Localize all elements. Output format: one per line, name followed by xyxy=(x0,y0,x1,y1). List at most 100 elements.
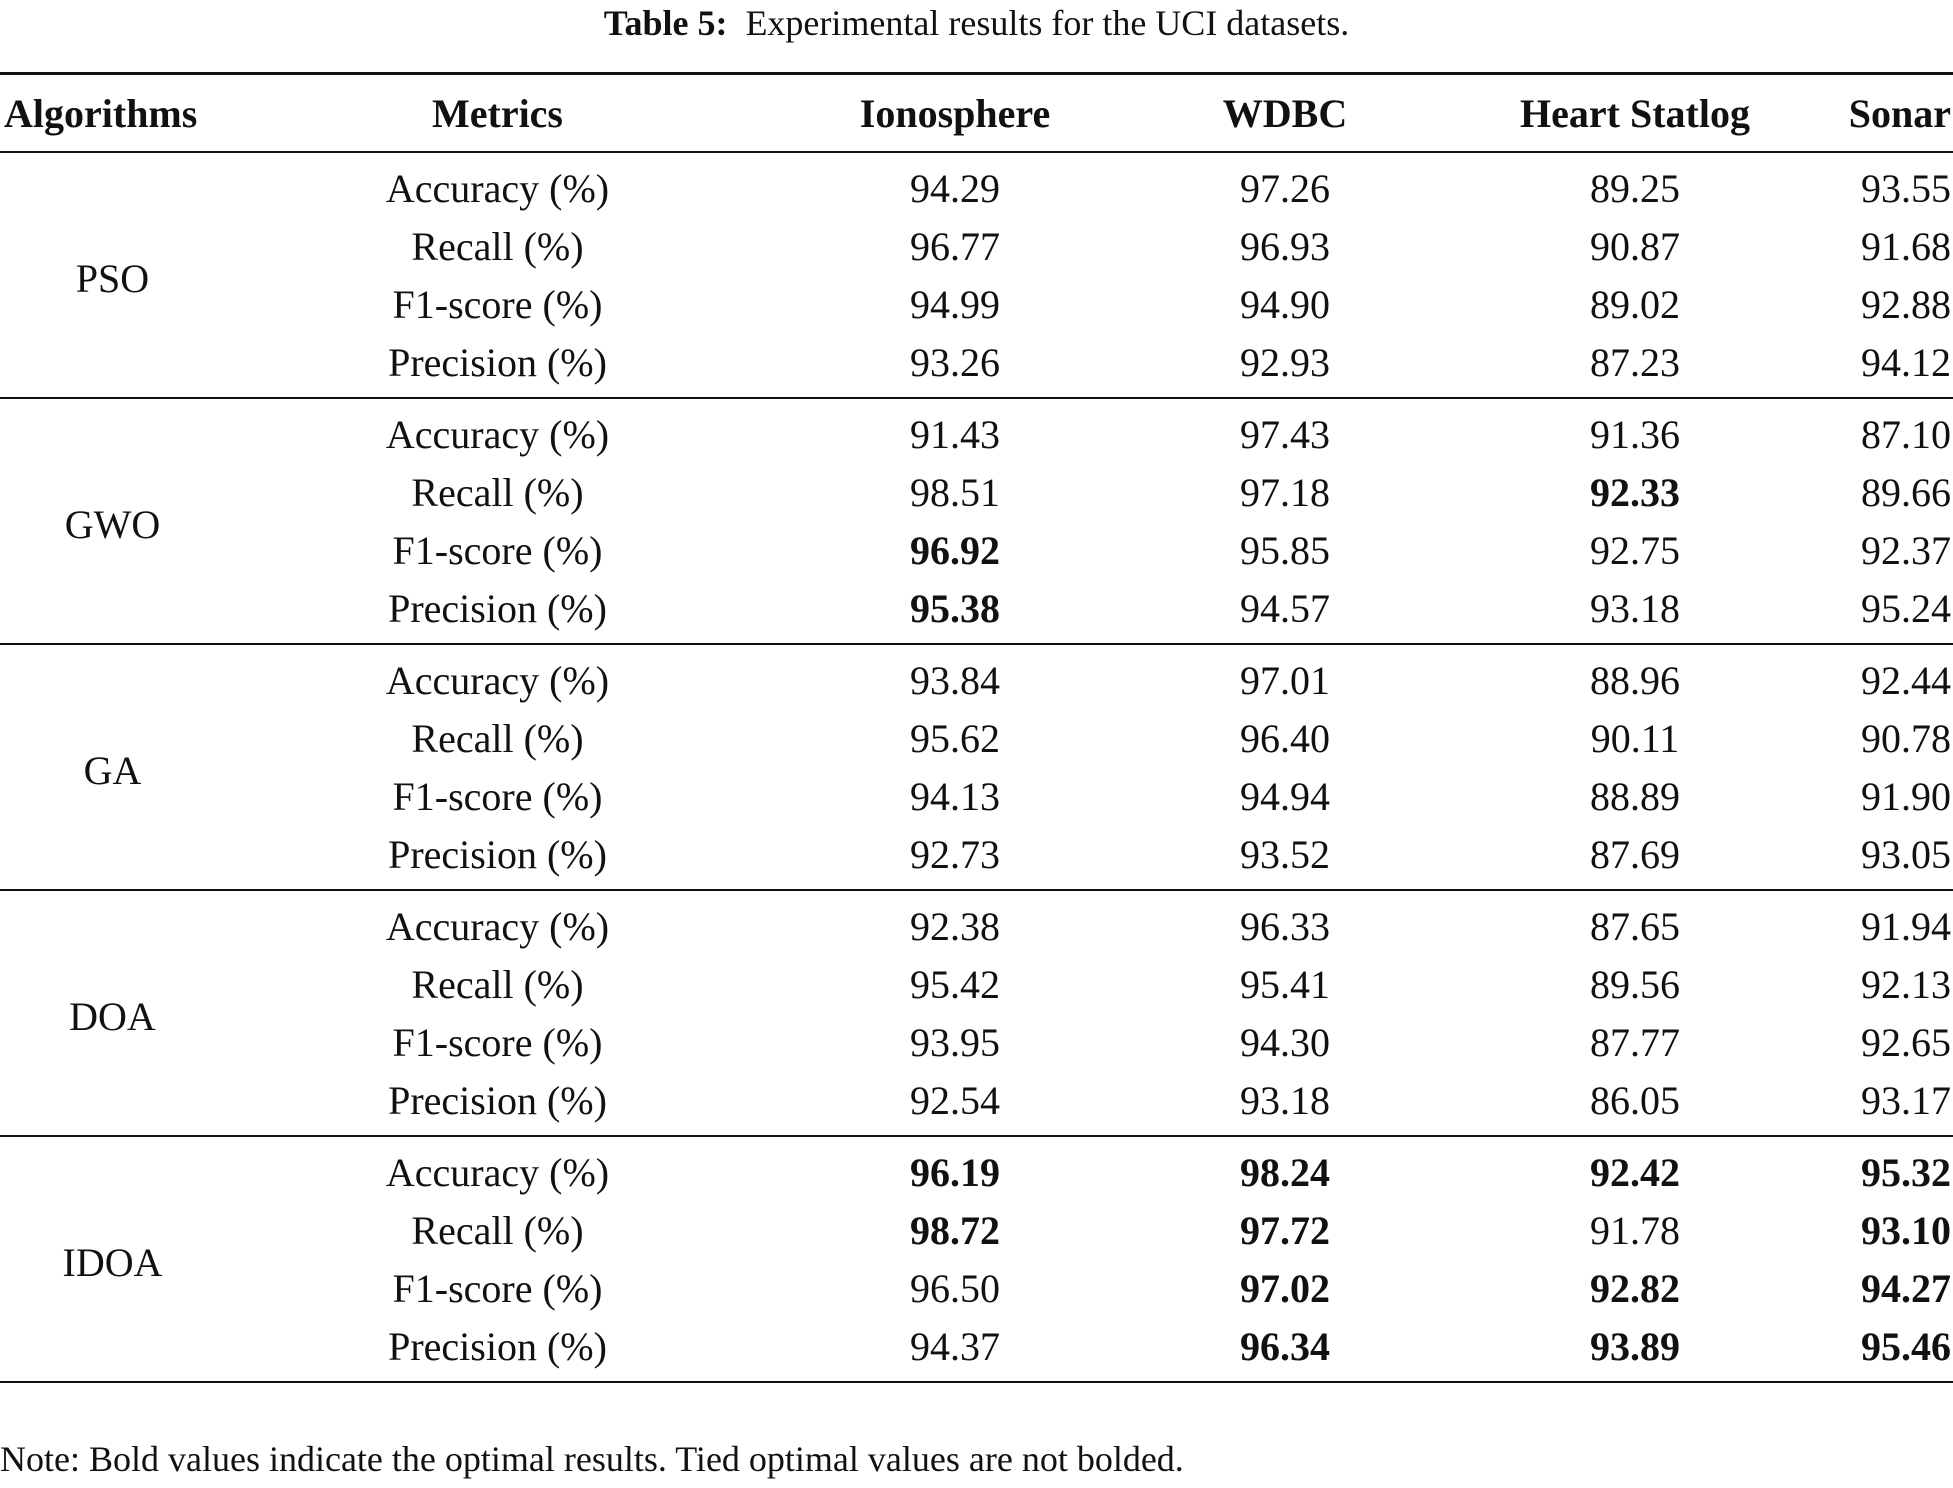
value-sonar: 92.37 xyxy=(1861,527,1951,573)
value-ionosphere: 98.51 xyxy=(910,469,1000,515)
value-sonar: 91.68 xyxy=(1861,223,1951,269)
value-sonar: 93.05 xyxy=(1861,831,1951,877)
value-ionosphere: 93.26 xyxy=(910,339,1000,385)
value-ionosphere: 96.92 xyxy=(910,527,1000,573)
metric-label: Recall (%) xyxy=(411,1207,584,1253)
header-wdbc: WDBC xyxy=(1140,72,1430,153)
table-row: PSO Accuracy (%) 94.29 97.26 89.25 93.55 xyxy=(0,152,1953,301)
metric-label: Accuracy (%) xyxy=(385,1149,610,1195)
value-ionosphere: 96.50 xyxy=(910,1265,1000,1311)
header-sonar: Sonar xyxy=(1840,72,1953,153)
value-heart-statlog: 88.96 xyxy=(1590,657,1680,703)
metric-label: Accuracy (%) xyxy=(385,657,610,703)
value-wdbc: 96.34 xyxy=(1240,1323,1330,1369)
value-heart-statlog: 93.89 xyxy=(1590,1323,1680,1369)
table-row: DOA Accuracy (%) 92.38 96.33 87.65 91.94 xyxy=(0,890,1953,1039)
value-wdbc: 97.26 xyxy=(1240,165,1330,211)
header-ionosphere: Ionosphere xyxy=(770,72,1140,153)
value-heart-statlog: 90.87 xyxy=(1590,223,1680,269)
value-sonar: 93.55 xyxy=(1861,165,1951,211)
value-wdbc: 96.93 xyxy=(1240,223,1330,269)
metric-label: F1-score (%) xyxy=(392,527,603,573)
value-heart-statlog: 89.25 xyxy=(1590,165,1680,211)
metric-label: Accuracy (%) xyxy=(385,903,610,949)
value-wdbc: 95.85 xyxy=(1240,527,1330,573)
header-algorithms: Algorithms xyxy=(0,72,225,153)
value-ionosphere: 94.37 xyxy=(910,1323,1000,1369)
value-ionosphere: 96.19 xyxy=(910,1149,1000,1195)
value-ionosphere: 92.54 xyxy=(910,1077,1000,1123)
value-heart-statlog: 87.69 xyxy=(1590,831,1680,877)
value-heart-statlog: 89.56 xyxy=(1590,961,1680,1007)
value-wdbc: 97.02 xyxy=(1240,1265,1330,1311)
value-wdbc: 96.33 xyxy=(1240,903,1330,949)
table-note: Note: Bold values indicate the optimal r… xyxy=(0,1439,1184,1479)
value-sonar: 92.44 xyxy=(1861,657,1951,703)
value-wdbc: 97.43 xyxy=(1240,411,1330,457)
value-heart-statlog: 92.75 xyxy=(1590,527,1680,573)
value-sonar: 89.66 xyxy=(1861,469,1951,515)
table-row: Recall (%) 96.77 96.93 90.87 91.68 xyxy=(0,217,1953,275)
header-metrics: Metrics xyxy=(225,72,770,153)
value-wdbc: 93.18 xyxy=(1240,1077,1330,1123)
value-wdbc: 97.18 xyxy=(1240,469,1330,515)
value-ionosphere: 94.29 xyxy=(910,165,1000,211)
metric-label: F1-score (%) xyxy=(392,1265,603,1311)
table-header: Algorithms Metrics Ionosphere WDBC Heart… xyxy=(0,72,1953,153)
table-row: Recall (%) 98.51 97.18 92.33 89.66 xyxy=(0,463,1953,521)
value-ionosphere: 96.77 xyxy=(910,223,1000,269)
metric-label: Recall (%) xyxy=(411,469,584,515)
value-wdbc: 93.52 xyxy=(1240,831,1330,877)
metric-label: F1-score (%) xyxy=(392,281,603,327)
value-ionosphere: 95.42 xyxy=(910,961,1000,1007)
value-sonar: 92.65 xyxy=(1861,1019,1951,1065)
value-wdbc: 96.40 xyxy=(1240,715,1330,761)
metric-label: Recall (%) xyxy=(411,961,584,1007)
metric-label: Precision (%) xyxy=(388,339,607,385)
value-sonar: 91.90 xyxy=(1861,773,1951,819)
algorithm-group: DOA Accuracy (%) 92.38 96.33 87.65 91.94 Recal… xyxy=(0,890,1953,1136)
algorithm-group: GA Accuracy (%) 93.84 97.01 88.96 92.44 Recall… xyxy=(0,644,1953,890)
metric-label: Precision (%) xyxy=(388,1323,607,1369)
table-row: F1-score (%) 93.95 94.30 87.77 92.65 xyxy=(0,1013,1953,1071)
value-heart-statlog: 89.02 xyxy=(1590,281,1680,327)
value-heart-statlog: 87.65 xyxy=(1590,903,1680,949)
algorithm-name: GWO xyxy=(64,501,161,547)
value-wdbc: 98.24 xyxy=(1240,1149,1330,1195)
value-heart-statlog: 91.36 xyxy=(1590,411,1680,457)
metric-label: Precision (%) xyxy=(388,585,607,631)
value-sonar: 93.10 xyxy=(1861,1207,1951,1253)
table-row: IDOA Accuracy (%) 96.19 98.24 92.42 95.32 xyxy=(0,1136,1953,1285)
metric-label: Recall (%) xyxy=(411,223,584,269)
table-row: Recall (%) 95.62 96.40 90.11 90.78 xyxy=(0,709,1953,767)
algorithm-group: IDOA Accuracy (%) 96.19 98.24 92.42 95.32 Reca… xyxy=(0,1136,1953,1382)
algorithm-name: DOA xyxy=(69,993,156,1039)
value-heart-statlog: 92.42 xyxy=(1590,1149,1680,1195)
table-row: F1-score (%) 94.13 94.94 88.89 91.90 xyxy=(0,767,1953,825)
value-heart-statlog: 92.82 xyxy=(1590,1265,1680,1311)
value-sonar: 95.24 xyxy=(1861,585,1951,631)
table-row: Precision (%) 93.26 92.93 87.23 94.12 xyxy=(0,333,1953,398)
value-sonar: 90.78 xyxy=(1861,715,1951,761)
value-wdbc: 94.57 xyxy=(1240,585,1330,631)
value-ionosphere: 93.84 xyxy=(910,657,1000,703)
value-wdbc: 94.94 xyxy=(1240,773,1330,819)
table-row: Recall (%) 95.42 95.41 89.56 92.13 xyxy=(0,955,1953,1013)
metric-label: Precision (%) xyxy=(388,831,607,877)
value-wdbc: 94.30 xyxy=(1240,1019,1330,1065)
metric-label: Precision (%) xyxy=(388,1077,607,1123)
metric-label: Accuracy (%) xyxy=(385,411,610,457)
table-row: Precision (%) 94.37 96.34 93.89 95.46 xyxy=(0,1317,1953,1382)
header-row: Algorithms Metrics Ionosphere WDBC Heart… xyxy=(0,72,1953,153)
algorithm-name: PSO xyxy=(75,255,150,301)
results-table: Algorithms Metrics Ionosphere WDBC Heart… xyxy=(0,72,1953,1383)
metric-label: Recall (%) xyxy=(411,715,584,761)
value-sonar: 92.13 xyxy=(1861,961,1951,1007)
table-row: F1-score (%) 96.50 97.02 92.82 94.27 xyxy=(0,1259,1953,1317)
value-heart-statlog: 93.18 xyxy=(1590,585,1680,631)
caption-text: Experimental results for the UCI dataset… xyxy=(745,3,1350,43)
value-sonar: 95.32 xyxy=(1861,1149,1951,1195)
algorithm-group: PSO Accuracy (%) 94.29 97.26 89.25 93.55 Recal… xyxy=(0,152,1953,398)
value-heart-statlog: 86.05 xyxy=(1590,1077,1680,1123)
value-ionosphere: 94.99 xyxy=(910,281,1000,327)
